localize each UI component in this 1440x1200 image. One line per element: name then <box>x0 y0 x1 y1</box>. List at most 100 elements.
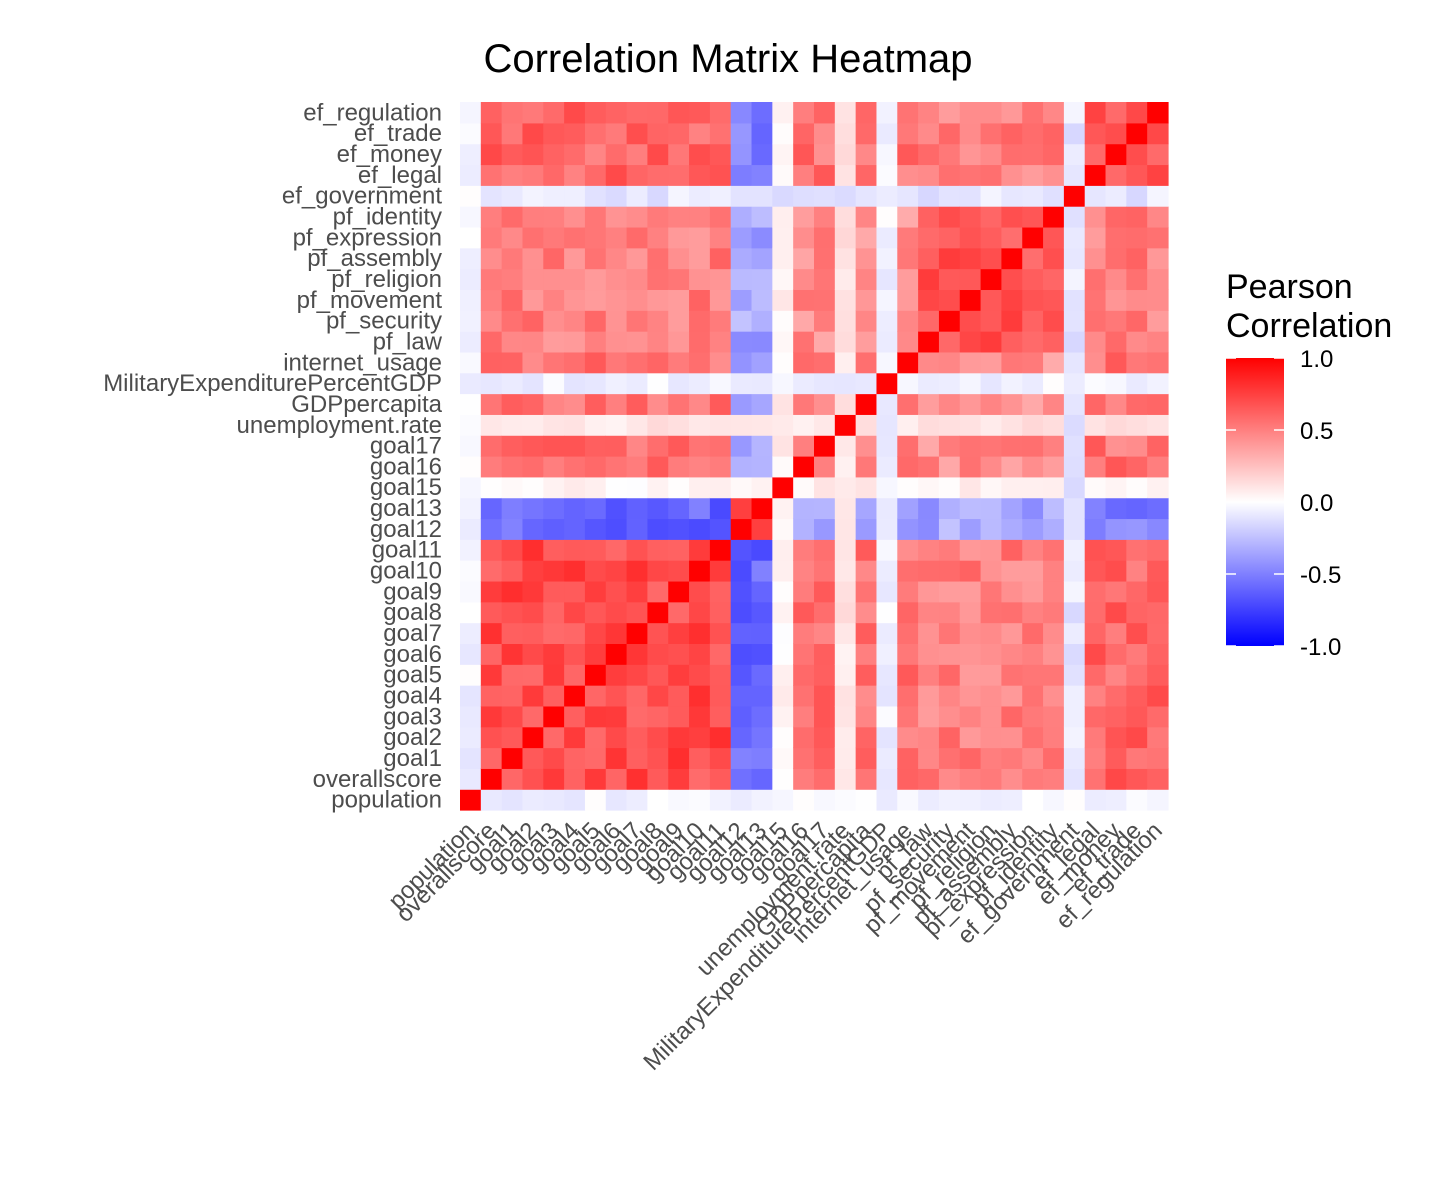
heatmap-cell <box>938 102 961 124</box>
heatmap-cell <box>938 664 961 686</box>
heatmap-cell <box>751 560 773 582</box>
heatmap-cell <box>501 310 524 332</box>
heatmap-cell <box>980 560 1003 582</box>
heatmap-cell <box>460 580 482 603</box>
heatmap-cell <box>814 268 836 291</box>
heatmap-cell <box>959 185 982 207</box>
heatmap-cell <box>876 643 898 665</box>
heatmap-cell <box>668 476 690 499</box>
heatmap-cell <box>959 518 982 540</box>
heatmap-cell <box>1084 768 1107 790</box>
heatmap-cell <box>689 622 711 645</box>
heatmap-cell <box>1105 206 1127 228</box>
heatmap-cell <box>855 268 878 291</box>
heatmap-cell <box>480 143 503 166</box>
heatmap-cell <box>918 331 940 353</box>
heatmap-cell <box>709 705 732 728</box>
heatmap-cell <box>1147 185 1169 207</box>
heatmap-cell <box>480 185 503 207</box>
heatmap-cell <box>1043 393 1065 415</box>
heatmap-cell <box>564 497 586 520</box>
heatmap-cell <box>647 726 669 749</box>
heatmap-cell <box>522 539 544 561</box>
heatmap-cell <box>689 351 711 374</box>
heatmap-cell <box>897 435 919 457</box>
heatmap-cell <box>751 518 773 540</box>
heatmap-cell <box>1126 143 1148 166</box>
heatmap-cell <box>564 518 586 540</box>
heatmap-cell <box>480 351 503 374</box>
heatmap-cell <box>709 518 732 540</box>
heatmap-cell <box>751 539 773 561</box>
heatmap-cell <box>543 664 565 686</box>
heatmap-cell <box>897 643 919 665</box>
heatmap-cell <box>460 622 482 645</box>
heatmap-cell <box>1001 414 1023 436</box>
heatmap-cell <box>876 705 898 728</box>
heatmap-cell <box>959 331 982 353</box>
heatmap-cell <box>460 226 482 249</box>
heatmap-cell <box>564 164 586 186</box>
heatmap-cell <box>543 747 565 769</box>
heatmap-cell <box>647 580 669 603</box>
heatmap-cell <box>709 726 732 749</box>
heatmap-cell <box>751 622 773 645</box>
heatmap-cell <box>605 185 628 207</box>
heatmap-cell <box>501 580 524 603</box>
heatmap-cell <box>626 456 649 478</box>
heatmap-cell <box>855 476 878 499</box>
heatmap-cell <box>605 164 628 186</box>
heatmap-cell <box>918 122 940 145</box>
heatmap-cell <box>980 789 1003 811</box>
heatmap-cell <box>501 122 524 145</box>
heatmap-cell <box>522 226 544 249</box>
heatmap-cell <box>605 726 628 749</box>
heatmap-cell <box>564 247 586 270</box>
heatmap-cell <box>584 164 607 186</box>
heatmap-cell <box>564 456 586 478</box>
y-tick-label: unemployment.rate <box>237 412 442 439</box>
heatmap-cell <box>460 560 482 582</box>
heatmap-cell <box>814 102 836 124</box>
heatmap-cell <box>522 206 544 228</box>
heatmap-cell <box>793 435 815 457</box>
heatmap-cell <box>605 331 628 353</box>
heatmap-cell <box>980 268 1003 291</box>
heatmap-cell <box>1043 539 1065 561</box>
heatmap-cell <box>1001 726 1023 749</box>
heatmap-cell <box>855 497 878 520</box>
heatmap-cell <box>980 372 1003 395</box>
heatmap-cell <box>460 601 482 624</box>
heatmap-cell <box>751 164 773 186</box>
heatmap-cell <box>730 560 753 582</box>
heatmap-cell <box>938 768 961 790</box>
heatmap-cell <box>1063 747 1086 769</box>
heatmap-cell <box>1022 351 1044 374</box>
heatmap-cell <box>793 289 815 311</box>
heatmap-cell <box>918 789 940 811</box>
heatmap-cell <box>793 664 815 686</box>
heatmap-cell <box>814 768 836 790</box>
heatmap-cell <box>1022 331 1044 353</box>
heatmap-cell <box>751 705 773 728</box>
heatmap-cell <box>605 289 628 311</box>
heatmap-cell <box>564 580 586 603</box>
heatmap-cell <box>1022 789 1044 811</box>
heatmap-cell <box>959 372 982 395</box>
heatmap-cell <box>1022 414 1044 436</box>
heatmap-cell <box>876 726 898 749</box>
heatmap-cell <box>897 331 919 353</box>
heatmap-cell <box>709 435 732 457</box>
heatmap-cell <box>709 351 732 374</box>
heatmap-cell <box>1084 247 1107 270</box>
heatmap-cell <box>564 393 586 415</box>
heatmap-cell <box>605 580 628 603</box>
heatmap-cell <box>772 143 794 166</box>
heatmap-cell <box>876 518 898 540</box>
heatmap-cell <box>814 372 836 395</box>
heatmap-cell <box>564 206 586 228</box>
heatmap-cell <box>855 601 878 624</box>
heatmap-cell <box>1105 622 1127 645</box>
heatmap-cell <box>1147 643 1169 665</box>
heatmap-cell <box>1084 102 1107 124</box>
